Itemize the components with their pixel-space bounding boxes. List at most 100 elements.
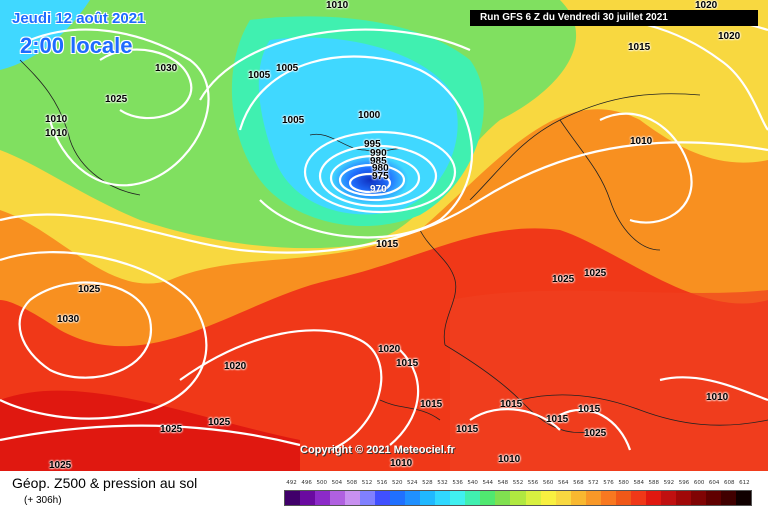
scale-value-label: 504 (331, 480, 343, 486)
isobar-label: 995 (364, 139, 381, 150)
isobar-label: 1015 (628, 42, 651, 53)
isobar-label: 1030 (155, 63, 178, 74)
scale-color-swatch (510, 491, 526, 505)
scale-color-swatch (420, 491, 436, 505)
scale-color-swatch (675, 491, 691, 505)
isobar-label: 1025 (584, 268, 607, 279)
scale-value-label: 560 (542, 480, 554, 486)
scale-value-label: 548 (497, 480, 509, 486)
isobar-label: 1015 (578, 404, 601, 415)
scale-value-label: 576 (603, 480, 614, 486)
isobar-label: 1025 (584, 428, 607, 439)
scale-value-label: 536 (452, 480, 463, 486)
scale-value-label: 496 (301, 480, 312, 486)
scale-color-swatch (600, 491, 616, 505)
isobar-label: 1015 (546, 414, 569, 425)
scale-value-label: 544 (482, 480, 494, 486)
scale-value-label: 572 (588, 480, 599, 486)
scale-value-label: 516 (376, 480, 388, 486)
scale-color-swatch (465, 491, 481, 505)
isobar-label: 1010 (630, 136, 653, 147)
isobar-label: 1025 (208, 417, 231, 428)
run-info-banner: Run GFS 6 Z du Vendredi 30 juillet 2021 (470, 10, 758, 26)
scale-color-swatch (480, 491, 496, 505)
scale-value-label: 564 (557, 480, 569, 486)
isobar-label: 1030 (57, 314, 80, 325)
scale-color-swatch (540, 491, 556, 505)
scale-color-swatch (615, 491, 631, 505)
isobar-label: 1020 (224, 361, 247, 372)
scale-value-label: 596 (678, 480, 690, 486)
isobar-label: 1010 (326, 0, 349, 11)
low-center-label: 970 (370, 184, 387, 195)
isobar-label: 1010 (498, 454, 521, 465)
scale-color-swatch (330, 491, 346, 505)
isobar-label: 1020 (718, 31, 741, 42)
scale-value-label: 520 (391, 480, 403, 486)
isobar-label: 1020 (695, 0, 718, 11)
geopotential-field (0, 0, 768, 471)
scale-color-swatch (735, 491, 751, 505)
scale-value-label: 508 (346, 480, 358, 486)
isobar-label: 985 (370, 156, 387, 167)
legend-footer: Géop. Z500 & pression au sol (+ 306h) 49… (0, 471, 768, 512)
scale-value-label: 584 (633, 480, 644, 486)
isobar-label: 1025 (105, 94, 128, 105)
isobar-label: 1000 (358, 110, 381, 121)
scale-color-swatch (525, 491, 541, 505)
isobar-label: 990 (370, 148, 387, 159)
scale-value-label: 604 (708, 480, 720, 486)
scale-color-swatch (450, 491, 466, 505)
scale-color-swatch (690, 491, 706, 505)
scale-value-label: 608 (724, 480, 735, 486)
isobar-label: 1010 (390, 458, 413, 469)
scale-color-swatch (495, 491, 511, 505)
scale-color-swatch (705, 491, 721, 505)
color-scale-bar (284, 490, 752, 506)
scale-color-swatch (405, 491, 421, 505)
isobar-label: 1020 (378, 344, 401, 355)
scale-color-swatch (300, 491, 316, 505)
scale-value-label: 528 (422, 480, 433, 486)
scale-value-label: 556 (527, 480, 539, 486)
isobar-label: 1005 (248, 70, 271, 81)
scale-color-swatch (570, 491, 586, 505)
isobar-label: 1010 (706, 392, 729, 403)
scale-value-label: 492 (286, 480, 297, 486)
scale-value-label: 524 (407, 480, 418, 486)
forecast-hour: (+ 306h) (24, 495, 62, 506)
isobar-label: 1010 (45, 128, 68, 139)
isobar-label: 1005 (276, 63, 299, 74)
scale-color-swatch (660, 491, 676, 505)
weather-map: 1010 1025 1030 1010 1010 1005 1005 1020 … (0, 0, 768, 471)
isobar-label: 1025 (49, 460, 72, 471)
isobar-label: 1025 (160, 424, 183, 435)
legend-title: Géop. Z500 & pression au sol (12, 475, 198, 491)
isobar-label: 980 (372, 163, 389, 174)
coastlines (19, 59, 768, 434)
isobar-label: 975 (372, 171, 389, 182)
copyright-text: Copyright © 2021 Meteociel.fr (300, 444, 455, 456)
scale-value-label: 588 (648, 480, 660, 486)
europe-red (450, 290, 768, 471)
south-deep-red (0, 390, 300, 471)
scale-value-label: 532 (437, 480, 448, 486)
scale-color-swatch (630, 491, 646, 505)
scale-color-swatch (720, 491, 736, 505)
scale-color-swatch (390, 491, 406, 505)
scale-value-label: 568 (573, 480, 584, 486)
forecast-date: Jeudi 12 août 2021 (12, 10, 146, 27)
scale-value-label: 592 (663, 480, 675, 486)
scale-color-swatch (645, 491, 661, 505)
isobar-label: 1015 (396, 358, 419, 369)
isobar-label: 1005 (282, 115, 305, 126)
scale-color-swatch (345, 491, 361, 505)
isobar-label: 1025 (78, 284, 101, 295)
scale-color-swatch (585, 491, 601, 505)
scale-value-label: 612 (739, 480, 750, 486)
scale-value-label: 500 (316, 480, 327, 486)
isobar-label: 1015 (420, 399, 443, 410)
isobar-label: 1015 (376, 239, 399, 250)
scale-color-swatch (375, 491, 391, 505)
scale-value-label: 600 (693, 480, 705, 486)
